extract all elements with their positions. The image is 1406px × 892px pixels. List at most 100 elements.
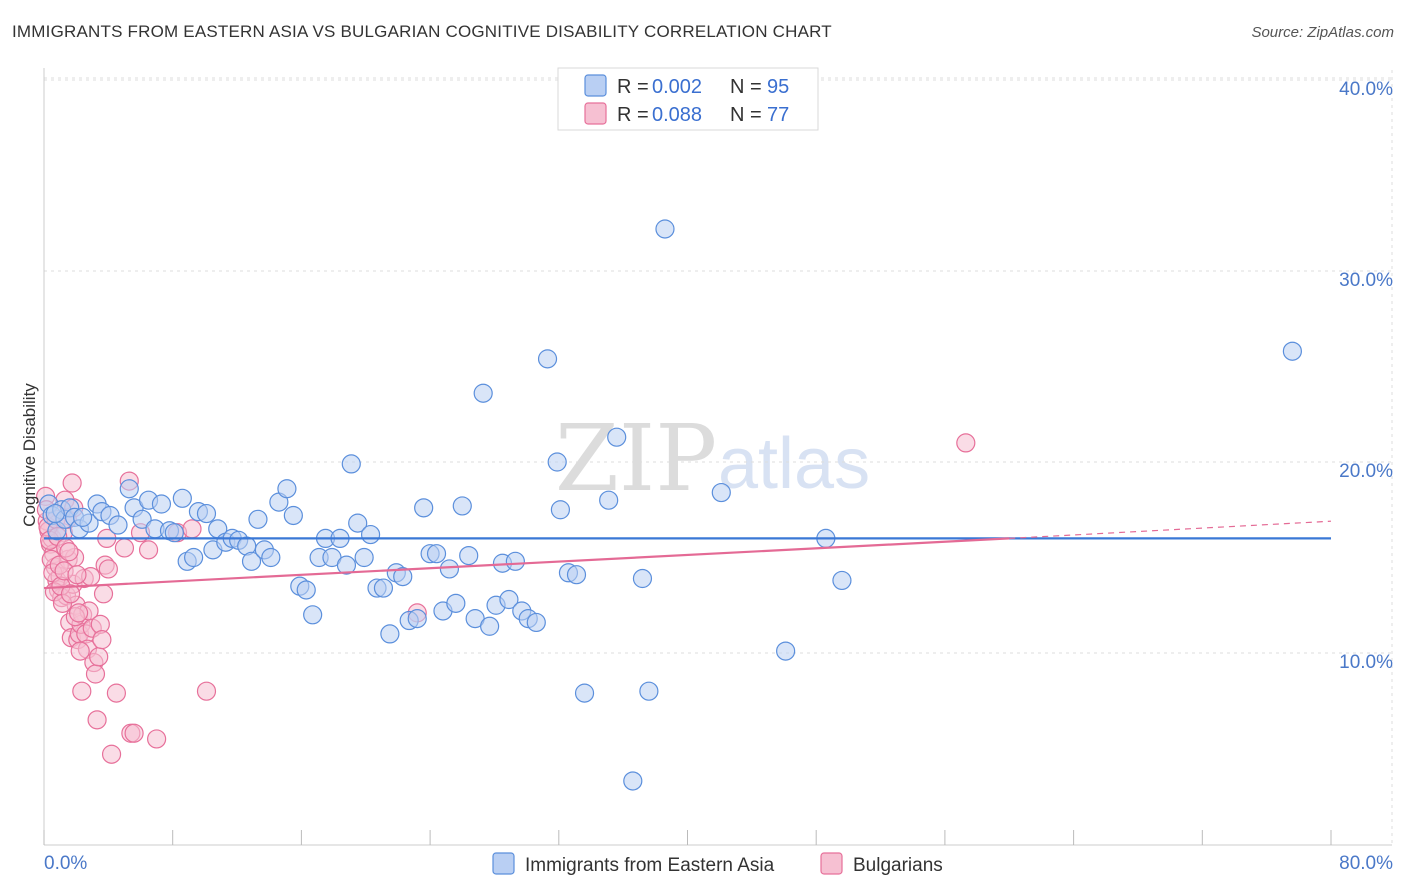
legend-box: R = 0.002 N = 95 R = 0.088 N = 77 (557, 67, 819, 131)
legend-blue-r-label: R = (617, 76, 649, 98)
eastern-asia-point (303, 605, 323, 625)
eastern-asia-point (473, 383, 493, 403)
eastern-asia-point (632, 568, 653, 589)
axes (43, 68, 1392, 846)
bulgarians-point (93, 584, 114, 604)
eastern-asia-point (446, 593, 466, 613)
bulgarians-point (98, 559, 118, 579)
eastern-asia-point (776, 641, 796, 661)
eastern-asia-point (373, 578, 394, 598)
bulgarians-point (59, 542, 79, 562)
watermark-zip: ZIP (555, 405, 717, 512)
bulgarians-trend-line-extension (1009, 520, 1332, 539)
eastern-asia-point (459, 545, 479, 566)
eastern-asia-point (1282, 341, 1302, 361)
eastern-asia-point (639, 681, 659, 701)
source-label: Source: ZipAtlas.com (1251, 24, 1394, 41)
bulgarians-point (114, 538, 135, 558)
eastern-asia-point (184, 547, 204, 568)
legend-blue-r-value: 0.002 (652, 76, 702, 98)
bulgarians-point (85, 664, 106, 684)
bottom-legend-blue-label: Immigrants from Eastern Asia (525, 855, 775, 876)
eastern-asia-point (480, 616, 500, 636)
eastern-asia-point (336, 555, 357, 575)
y-tick-label-30: 30.0% (1339, 270, 1393, 291)
legend-blue-n-label: N = (730, 76, 762, 98)
bulgarians-point (60, 584, 81, 604)
eastern-asia-point (505, 551, 525, 571)
eastern-asia-point (172, 488, 192, 508)
eastern-asia-point (393, 566, 413, 587)
bulgarians-point (147, 729, 167, 749)
bulgarians-point (182, 519, 202, 539)
eastern-asia-point (151, 494, 172, 514)
eastern-asia-point (566, 565, 587, 585)
eastern-asia-point (45, 503, 65, 524)
bulgarians-point (956, 433, 976, 453)
bottom-legend-pink-swatch (820, 852, 843, 875)
eastern-asia-point (354, 547, 374, 568)
legend-pink-swatch (584, 102, 607, 125)
eastern-asia-point (574, 683, 595, 703)
legend-pink-r-label: R = (617, 104, 649, 126)
bulgarians-point (196, 681, 217, 701)
eastern-asia-point (607, 427, 627, 447)
eastern-asia-point (414, 498, 434, 518)
eastern-asia-point (241, 551, 262, 571)
bulgarians-point (87, 710, 107, 730)
bulgarians-point (72, 681, 92, 701)
x-tick-label-min: 0.0% (44, 853, 87, 874)
eastern-asia-point (380, 624, 400, 644)
bulgarians-point (106, 683, 126, 703)
eastern-asia-point (164, 523, 184, 543)
eastern-asia-point (426, 544, 447, 564)
eastern-asia-point (261, 547, 281, 568)
eastern-asia-point (108, 515, 128, 535)
bottom-legend-blue-swatch (492, 852, 515, 875)
bulgarians-point (101, 744, 122, 764)
eastern-asia-point (348, 513, 368, 533)
eastern-asia-point (73, 507, 93, 527)
eastern-asia-point (547, 452, 567, 472)
eastern-asia-point (832, 570, 852, 591)
eastern-asia-point (655, 219, 675, 239)
eastern-asia-point (550, 500, 571, 520)
eastern-asia-point (196, 503, 217, 524)
bulgarians-point (92, 630, 112, 650)
bulgarians-point (68, 603, 89, 623)
bulgarians-point (138, 540, 159, 560)
eastern-asia-point (439, 559, 460, 579)
eastern-asia-point (599, 490, 619, 510)
eastern-asia-point (341, 454, 361, 474)
eastern-asia-point (499, 589, 519, 610)
y-tick-label-20: 20.0% (1339, 461, 1393, 482)
eastern-asia-point (132, 509, 152, 529)
bottom-legend: Immigrants from Eastern Asia Bulgarians (492, 852, 943, 876)
eastern-asia-point (283, 505, 303, 526)
bulgarians-point (62, 473, 82, 493)
eastern-asia-point (248, 509, 268, 529)
legend-blue-swatch (584, 74, 607, 97)
bottom-legend-pink-label: Bulgarians (853, 855, 943, 876)
eastern-asia-point (407, 609, 427, 629)
y-axis-label: Cognitive Disability (20, 383, 39, 527)
eastern-asia-point (452, 496, 472, 516)
legend-blue-n-value: 95 (767, 76, 789, 98)
eastern-asia-point (296, 580, 316, 600)
eastern-asia-point (526, 612, 546, 633)
eastern-asia-point (623, 771, 643, 791)
eastern-asia-point (360, 524, 381, 545)
trend-lines (43, 520, 1332, 590)
bulgarians-point (67, 565, 87, 585)
x-tick-label-max: 80.0% (1339, 853, 1393, 874)
bulgarians-point (124, 723, 144, 743)
y-tick-label-40: 40.0% (1339, 79, 1393, 100)
bulgarians-point (70, 641, 90, 661)
eastern-asia-point (711, 482, 731, 503)
legend-pink-n-label: N = (730, 104, 762, 126)
watermark: ZIP atlas (555, 405, 870, 512)
y-tick-labels: 10.0% 20.0% 30.0% 40.0% (1339, 79, 1393, 673)
bulgarians-trend-line (43, 537, 1010, 590)
bulgarians-point (89, 647, 109, 667)
